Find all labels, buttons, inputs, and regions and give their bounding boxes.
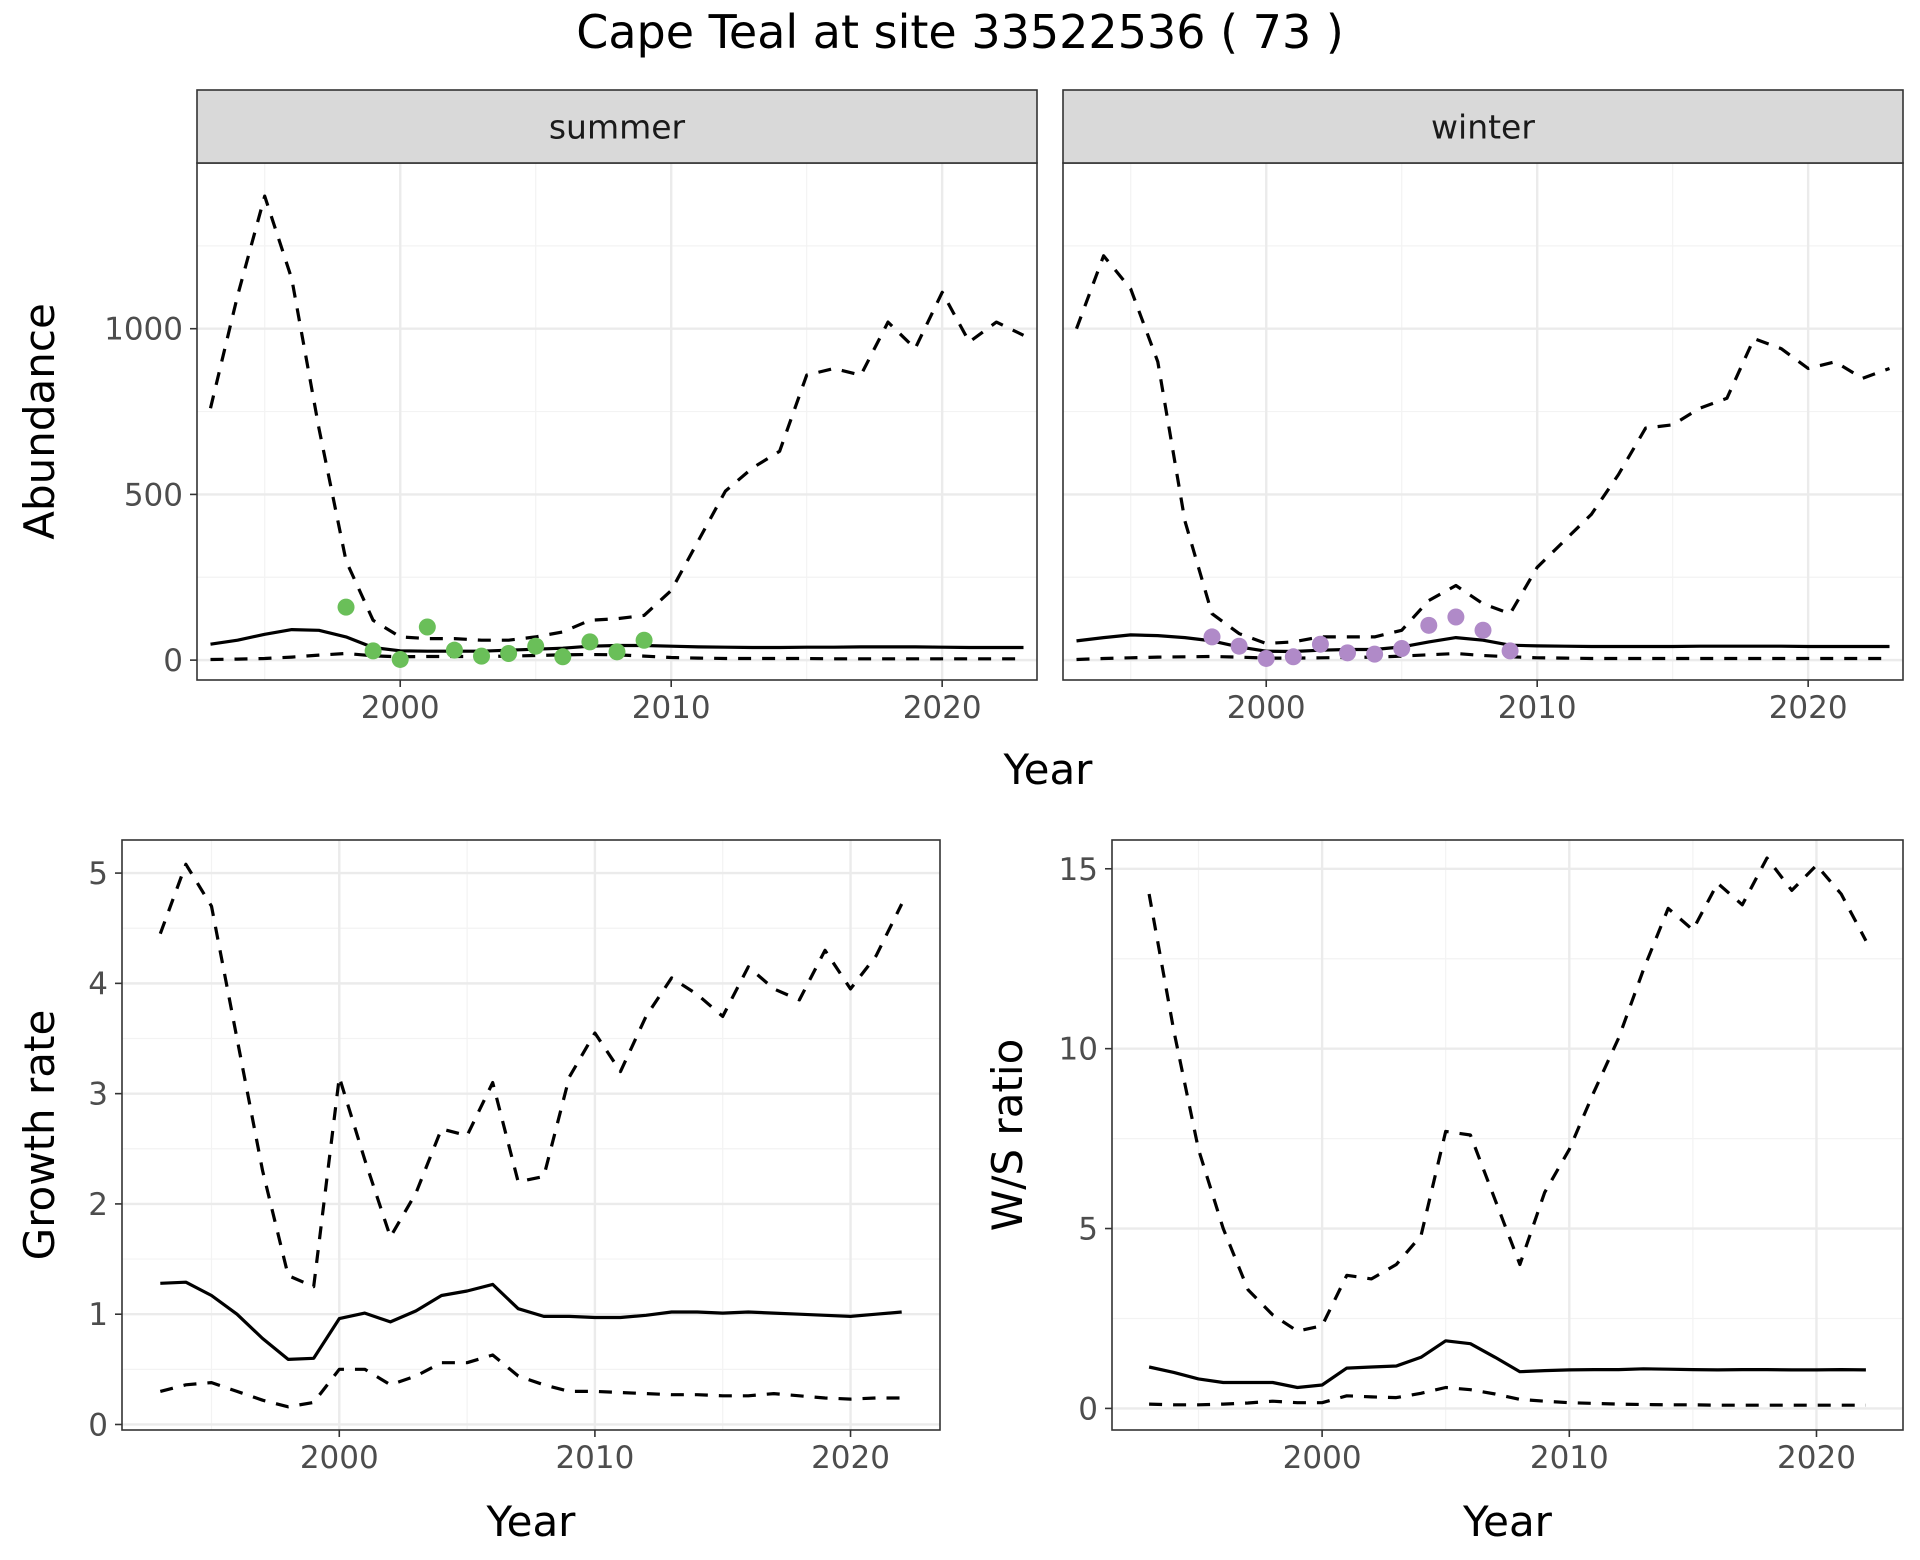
y-tick-label: 10 (1059, 1032, 1098, 1068)
y-tick-label: 5 (1078, 1212, 1098, 1248)
x-tick-label: 2000 (300, 1440, 379, 1476)
y-tick-label: 1000 (104, 312, 183, 348)
y-tick-label: 4 (88, 966, 108, 1002)
y-tick-label: 0 (1078, 1391, 1098, 1427)
data-point (418, 618, 436, 636)
data-point (391, 650, 409, 668)
series-line-lower-dashed (210, 651, 1024, 662)
top-x-axis-title: Year (1003, 745, 1094, 794)
series-line-median-solid (160, 1280, 902, 1361)
facet-strip-label: summer (549, 108, 686, 147)
series-line-lower-dashed (1076, 651, 1890, 662)
data-point (445, 641, 463, 659)
facet-strip (196, 89, 1038, 164)
panel-abundance-summer: summer 2000 2010 2020 0 500 1000 Abundance (15, 89, 1038, 726)
y-tick-label: 5 (88, 856, 108, 892)
x-tick-label: 2010 (1530, 1440, 1609, 1476)
facet-strip-label: winter (1431, 108, 1535, 147)
data-point (554, 648, 572, 666)
facet-strip (1062, 89, 1904, 164)
data-point (364, 642, 382, 660)
series-line-upper-dashed (208, 194, 1025, 642)
y-tick-label: 0 (163, 643, 183, 679)
panel-border (1111, 839, 1904, 1431)
data-point (1284, 648, 1302, 666)
panel-ws-ratio: 2000 2010 2020 0 5 10 15 W/S ratio Year (983, 839, 1904, 1546)
series-line-upper-dashed (1075, 254, 1891, 646)
data-point (1447, 608, 1465, 626)
data-point (1339, 644, 1357, 662)
panel-background (1112, 840, 1903, 1430)
data-point (1474, 621, 1492, 639)
panel-background (197, 163, 1037, 680)
data-point (1393, 640, 1411, 658)
data-point (1257, 649, 1275, 667)
x-tick-label: 2000 (361, 690, 440, 726)
panel-background (122, 840, 940, 1430)
y-tick-label: 500 (124, 477, 183, 513)
data-point (527, 637, 545, 655)
x-tick-label: 2020 (1777, 1440, 1856, 1476)
y-tick-label: 3 (88, 1077, 108, 1113)
series-line-median-solid (1148, 1339, 1866, 1390)
series-line-lower-dashed (159, 1353, 902, 1409)
panel-growth-rate: 2000 2010 2020 0 1 2 3 4 5 Growth rate Year (15, 839, 941, 1546)
data-point (1501, 642, 1519, 660)
series-line-lower-dashed (1149, 1385, 1866, 1407)
y-tick-label: 0 (88, 1407, 108, 1443)
data-point (1366, 645, 1384, 663)
data-point (473, 647, 491, 665)
x-tick-label: 2020 (811, 1440, 890, 1476)
x-tick-label: 2010 (555, 1440, 634, 1476)
panel-border (121, 839, 941, 1431)
data-point (1420, 616, 1438, 634)
x-axis-title: Year (1462, 1497, 1553, 1546)
x-tick-label: 2020 (903, 690, 982, 726)
y-axis-title: Growth rate (15, 1010, 64, 1261)
data-point (1203, 628, 1221, 646)
series-line-upper-dashed (1147, 856, 1868, 1333)
data-point (581, 633, 599, 651)
y-tick-label: 1 (88, 1297, 108, 1333)
y-tick-label: 15 (1059, 852, 1098, 888)
y-tick-label: 2 (88, 1187, 108, 1223)
x-tick-label: 2000 (1283, 1440, 1362, 1476)
x-tick-label: 2000 (1227, 690, 1306, 726)
data-point (337, 598, 355, 616)
data-point (500, 644, 518, 662)
x-axis-title: Year (486, 1497, 577, 1546)
y-axis-title: Abundance (15, 303, 64, 540)
data-point (635, 631, 653, 649)
y-axis-title: W/S ratio (983, 1039, 1032, 1232)
x-tick-label: 2010 (632, 690, 711, 726)
panel-abundance-winter: winter 2000 2010 2020 (1062, 89, 1904, 726)
data-point (608, 643, 626, 661)
data-point (1311, 635, 1329, 653)
figure-title: Cape Teal at site 33522536 ( 73 ) (576, 5, 1344, 59)
x-tick-label: 2010 (1498, 690, 1577, 726)
panel-background (1063, 163, 1903, 680)
series-line-upper-dashed (158, 862, 904, 1289)
x-tick-label: 2020 (1769, 690, 1848, 726)
data-point (1230, 637, 1248, 655)
